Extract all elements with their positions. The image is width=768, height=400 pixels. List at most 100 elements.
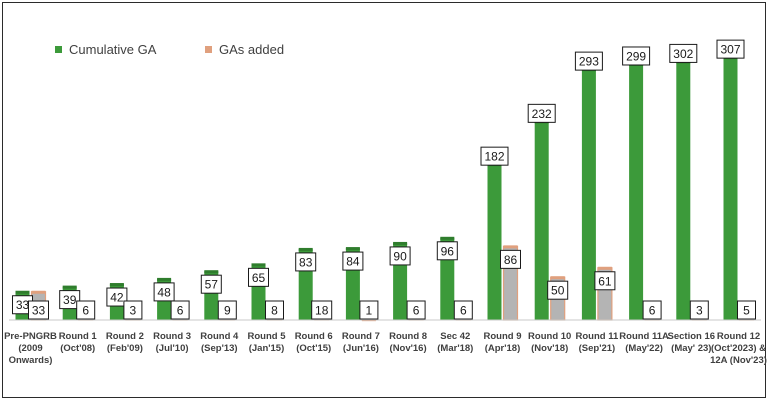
data-label-gas-added-box <box>642 300 662 320</box>
data-label-cumulative-ga: 84 <box>346 255 360 269</box>
data-label-gas-added-box <box>311 300 333 320</box>
data-label-gas-added: 9 <box>224 304 231 318</box>
category-label: Round 5 <box>248 331 287 342</box>
data-label-cumulative-ga-box <box>527 103 556 123</box>
data-label-gas-added: 18 <box>315 304 329 318</box>
data-label-gas-added-box <box>217 300 237 320</box>
data-label-gas-added-box <box>28 300 49 320</box>
bar-cumulative-ga-cap <box>109 283 124 287</box>
category-label: (Oct'2023) & <box>711 343 766 354</box>
data-label-cumulative-ga: 90 <box>393 249 407 263</box>
data-label-cumulative-ga: 39 <box>63 293 77 307</box>
category-label: Onwards) <box>9 355 53 366</box>
data-label-gas-added-box <box>359 300 379 320</box>
data-label-gas-added: 6 <box>460 304 467 318</box>
category-label: (Sep'21) <box>579 343 616 354</box>
data-label-gas-added-box <box>406 300 426 320</box>
category-label: (Jul'10) <box>156 343 189 354</box>
data-label-gas-added: 6 <box>649 304 656 318</box>
bar-cumulative-ga-cap <box>15 290 30 294</box>
data-label-cumulative-ga: 42 <box>110 291 124 305</box>
legend-label-gas-added: GAs added <box>219 42 284 57</box>
category-label: (2009 <box>18 343 42 354</box>
data-label-cumulative-ga: 65 <box>252 271 266 285</box>
data-label-cumulative-ga-box <box>716 39 745 59</box>
data-label-cumulative-ga-box <box>389 246 411 266</box>
bar-cumulative-ga <box>534 121 549 320</box>
bar-cumulative-ga <box>629 63 644 320</box>
category-label: (Jun'16) <box>343 343 379 354</box>
bar-cumulative-ga <box>581 69 596 321</box>
data-label-gas-added: 6 <box>177 304 184 318</box>
category-label: Round 8 <box>389 331 427 342</box>
data-label-cumulative-ga: 307 <box>720 43 740 57</box>
data-label-cumulative-ga: 182 <box>484 150 504 164</box>
category-label: (Mar'18) <box>437 343 473 354</box>
category-label: (Feb'09) <box>107 343 143 354</box>
data-label-cumulative-ga: 232 <box>532 107 552 121</box>
data-label-cumulative-ga-box <box>200 274 222 294</box>
bar-cumulative-ga-cap <box>251 263 266 267</box>
bar-cumulative-ga <box>723 57 738 320</box>
category-label: Pre-PNGRB <box>4 331 57 342</box>
data-label-cumulative-ga: 83 <box>299 255 313 269</box>
data-label-cumulative-ga: 96 <box>441 244 455 258</box>
category-label: Round 4 <box>200 331 239 342</box>
category-label: Round 11A <box>619 331 669 342</box>
data-label-gas-added: 6 <box>413 304 420 318</box>
category-label: Round 9 <box>484 331 522 342</box>
data-label-cumulative-ga: 293 <box>579 55 599 69</box>
category-label: (Nov'16) <box>390 343 427 354</box>
bar-gas-added-cap <box>550 276 565 280</box>
bar-cumulative-ga <box>676 61 691 320</box>
data-label-cumulative-ga: 33 <box>16 298 30 312</box>
category-label: Round 11 <box>576 331 619 342</box>
category-label: Round 2 <box>106 331 144 342</box>
data-label-cumulative-ga: 57 <box>205 278 219 292</box>
data-label-gas-added: 3 <box>696 304 703 318</box>
category-label: (Nov'18) <box>531 343 568 354</box>
bar-cumulative-ga-cap <box>204 270 219 274</box>
bar-cumulative-ga-cap <box>440 236 455 240</box>
category-label: Round 7 <box>342 331 380 342</box>
bar-cumulative-ga-cap <box>345 247 360 251</box>
data-label-gas-added: 3 <box>130 304 137 318</box>
data-label-cumulative-ga-box <box>153 282 175 302</box>
category-label: 12A (Nov'23) <box>710 355 767 366</box>
data-label-gas-added-box <box>265 300 284 320</box>
data-label-gas-added-box <box>453 300 473 320</box>
data-label-gas-added-box <box>500 249 521 269</box>
data-label-gas-added-box <box>547 280 569 300</box>
data-label-cumulative-ga-box <box>669 43 698 63</box>
data-label-cumulative-ga: 302 <box>673 47 693 61</box>
data-label-gas-added-box <box>737 300 756 320</box>
bar-cumulative-ga-cap <box>298 247 313 251</box>
data-label-gas-added: 86 <box>504 253 518 267</box>
data-label-gas-added: 6 <box>82 304 89 318</box>
data-label-cumulative-ga-box <box>436 241 458 261</box>
bar-gas-added-cap <box>503 245 518 249</box>
data-label-gas-added: 33 <box>32 304 46 318</box>
data-label-gas-added: 61 <box>598 274 612 288</box>
data-label-cumulative-ga: 48 <box>157 285 171 299</box>
data-label-cumulative-ga-box <box>480 146 509 166</box>
bar-cumulative-ga <box>487 164 502 320</box>
data-label-cumulative-ga-box <box>295 252 317 272</box>
data-label-gas-added-box <box>170 300 190 320</box>
bar-cumulative-ga-cap <box>157 277 172 281</box>
category-label: (Jan'15) <box>249 343 285 354</box>
data-label-gas-added-box <box>76 300 96 320</box>
data-label-gas-added: 1 <box>366 304 373 318</box>
legend-swatch-gas-added <box>205 46 212 53</box>
data-label-cumulative-ga-box <box>342 251 364 271</box>
legend-label-cumulative-ga: Cumulative GA <box>69 42 157 57</box>
bar-cumulative-ga-cap <box>393 241 408 245</box>
data-label-cumulative-ga-box <box>622 46 651 66</box>
category-label: (Oct'08) <box>60 343 95 354</box>
data-label-gas-added-box <box>123 300 143 320</box>
bar-cumulative-ga-cap <box>62 285 77 289</box>
data-label-cumulative-ga-box <box>59 290 81 310</box>
category-label: Sec 42 <box>440 331 470 342</box>
